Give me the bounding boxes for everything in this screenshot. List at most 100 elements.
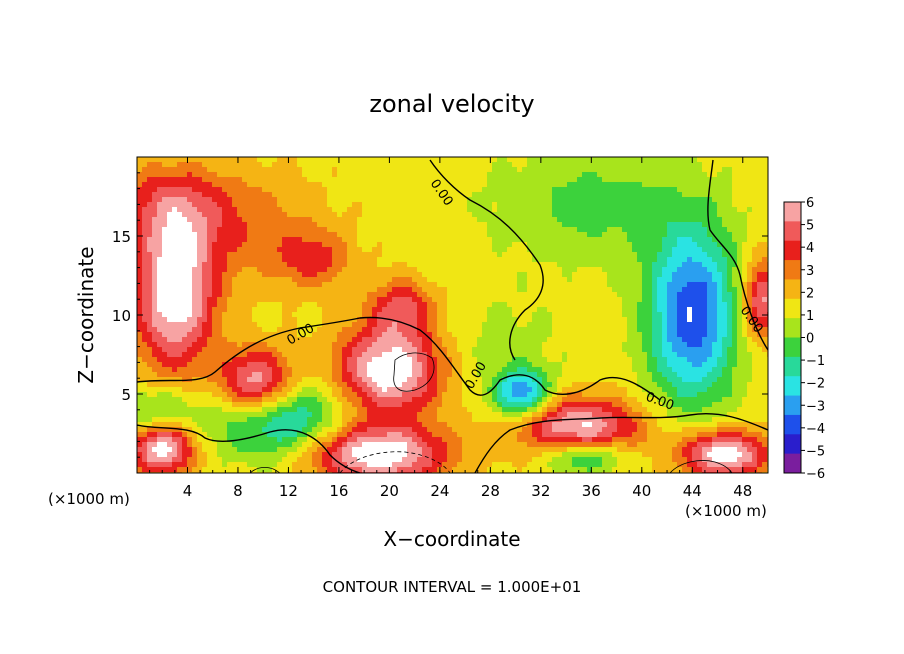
field-cell	[687, 237, 693, 243]
field-cell	[322, 222, 328, 228]
field-cell	[567, 177, 573, 183]
field-cell	[742, 187, 748, 193]
field-cell	[602, 247, 608, 253]
field-cell	[527, 342, 533, 348]
field-cell	[277, 267, 283, 273]
field-cell	[397, 182, 403, 188]
field-cell	[687, 177, 693, 183]
field-cell	[642, 222, 648, 228]
field-cell	[427, 317, 433, 323]
field-cell	[647, 312, 653, 318]
field-cell	[702, 327, 708, 333]
field-cell	[482, 247, 488, 253]
field-cell	[377, 302, 383, 308]
field-cell	[587, 292, 593, 298]
field-cell	[502, 192, 508, 198]
field-cell	[707, 292, 713, 298]
field-cell	[637, 337, 643, 343]
field-cell	[407, 347, 413, 353]
field-cell	[167, 257, 173, 263]
field-cell	[607, 257, 613, 263]
field-cell	[477, 322, 483, 328]
field-cell	[337, 212, 343, 218]
field-cell	[372, 247, 378, 253]
field-cell	[667, 242, 673, 248]
field-cell	[512, 332, 518, 338]
field-cell	[142, 252, 148, 258]
field-cell	[557, 327, 563, 333]
field-cell	[377, 312, 383, 318]
field-cell	[412, 272, 418, 278]
field-cell	[317, 262, 323, 268]
field-cell	[302, 297, 308, 303]
field-cell	[197, 257, 203, 263]
field-cell	[342, 302, 348, 308]
field-cell	[447, 167, 453, 173]
field-cell	[197, 187, 203, 193]
field-cell	[452, 282, 458, 288]
field-cell	[727, 282, 733, 288]
field-cell	[757, 302, 763, 308]
field-cell	[707, 327, 713, 333]
field-cell	[477, 227, 483, 233]
field-cell	[282, 257, 288, 263]
field-cell	[632, 317, 638, 323]
field-cell	[687, 267, 693, 273]
field-cell	[167, 162, 173, 168]
field-cell	[522, 232, 528, 238]
field-cell	[637, 177, 643, 183]
field-cell	[717, 237, 723, 243]
field-cell	[152, 167, 158, 173]
field-cell	[397, 282, 403, 288]
field-cell	[617, 247, 623, 253]
field-cell	[417, 332, 423, 338]
field-cell	[177, 257, 183, 263]
field-cell	[177, 297, 183, 303]
field-cell	[632, 237, 638, 243]
field-cell	[212, 242, 218, 248]
field-cell	[627, 327, 633, 333]
field-cell	[177, 222, 183, 228]
field-cell	[332, 167, 338, 173]
field-cell	[752, 192, 758, 198]
field-cell	[622, 302, 628, 308]
field-cell	[447, 342, 453, 348]
field-cell	[602, 242, 608, 248]
field-cell	[137, 292, 143, 298]
field-cell	[142, 307, 148, 313]
field-cell	[422, 347, 428, 353]
field-cell	[257, 177, 263, 183]
field-cell	[542, 297, 548, 303]
field-cell	[202, 177, 208, 183]
field-cell	[567, 292, 573, 298]
field-cell	[317, 237, 323, 243]
field-cell	[152, 287, 158, 293]
field-cell	[622, 257, 628, 263]
field-cell	[157, 172, 163, 178]
field-cell	[247, 207, 253, 213]
field-cell	[642, 267, 648, 273]
field-cell	[247, 292, 253, 298]
field-cell	[612, 277, 618, 283]
field-cell	[562, 292, 568, 298]
field-cell	[612, 282, 618, 288]
field-cell	[457, 252, 463, 258]
field-cell	[332, 277, 338, 283]
field-cell	[407, 232, 413, 238]
field-cell	[272, 272, 278, 278]
field-cell	[672, 322, 678, 328]
field-cell	[317, 317, 323, 323]
field-cell	[367, 317, 373, 323]
field-cell	[432, 187, 438, 193]
field-cell	[247, 237, 253, 243]
field-cell	[212, 307, 218, 313]
field-cell	[267, 317, 273, 323]
field-cell	[322, 167, 328, 173]
field-cell	[532, 162, 538, 168]
field-cell	[322, 227, 328, 233]
field-cell	[677, 227, 683, 233]
field-cell	[632, 192, 638, 198]
field-cell	[737, 177, 743, 183]
field-cell	[537, 267, 543, 273]
field-cell	[667, 207, 673, 213]
